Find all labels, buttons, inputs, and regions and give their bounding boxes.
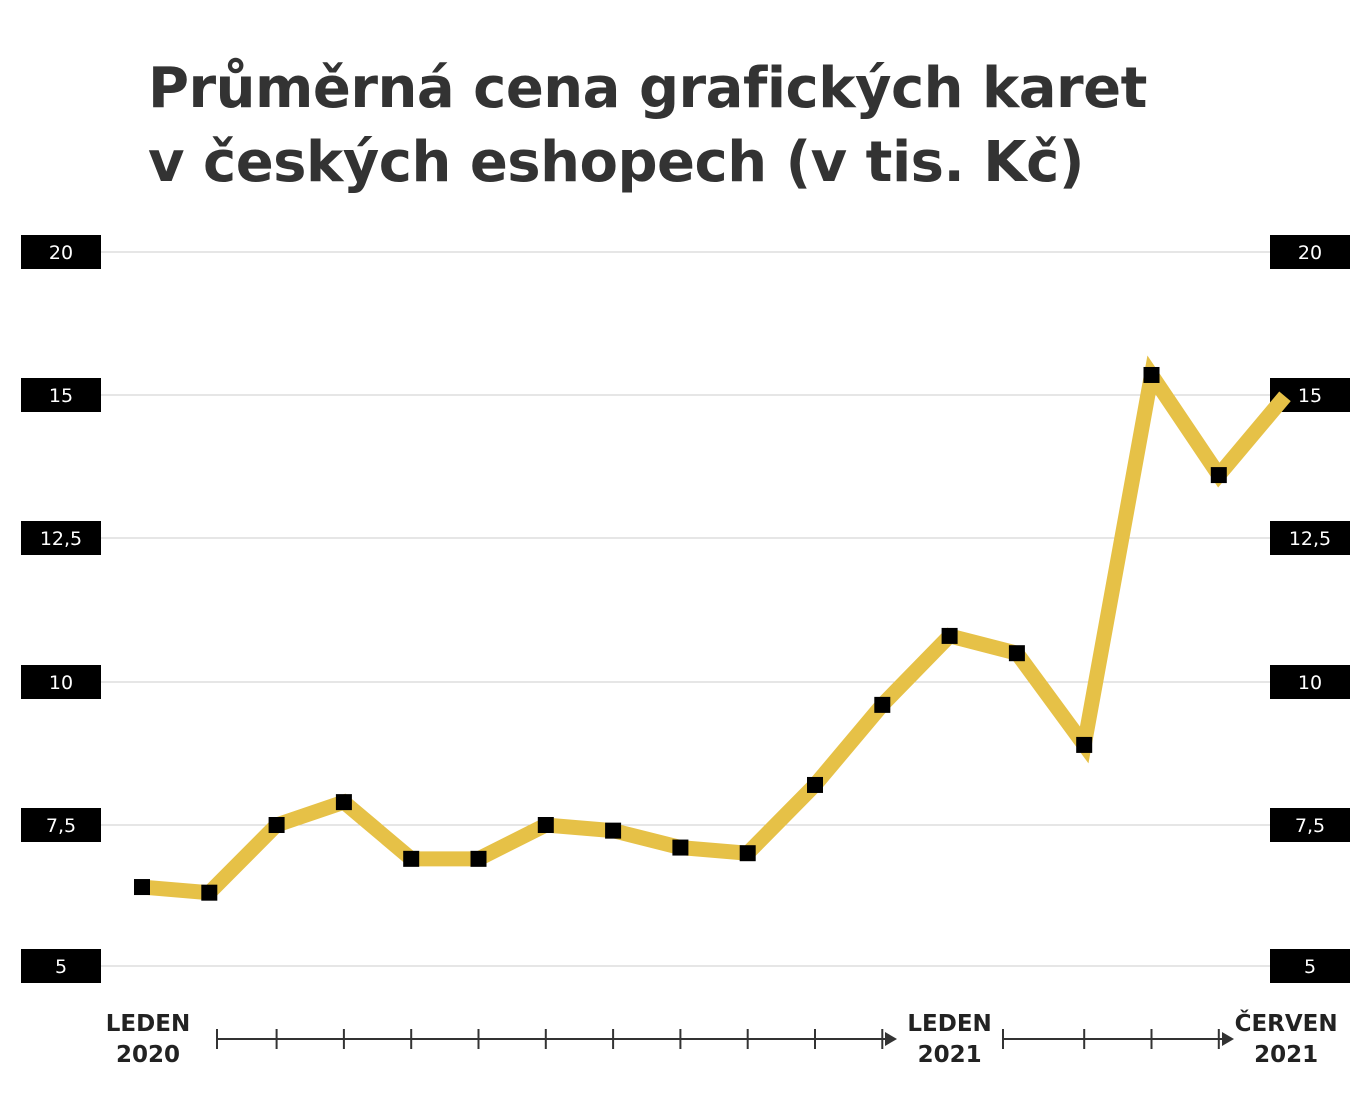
data-point xyxy=(470,850,487,867)
series-line xyxy=(141,355,1291,901)
series-line-path xyxy=(141,355,1291,901)
y-label-left-bg xyxy=(21,665,101,699)
data-point xyxy=(201,884,218,901)
data-point xyxy=(739,845,756,862)
x-axis-label: LEDEN xyxy=(907,1011,991,1037)
data-point xyxy=(941,627,958,644)
y-label-right: 10 xyxy=(1270,665,1350,699)
x-axis-label: LEDEN xyxy=(106,1011,190,1037)
y-label-left-text: 12,5 xyxy=(40,528,82,550)
data-point xyxy=(134,879,150,896)
y-label-right: 20 xyxy=(1270,235,1350,269)
y-label-right-text: 7,5 xyxy=(1295,815,1325,837)
y-label-left-text: 15 xyxy=(49,385,73,407)
data-point xyxy=(1143,366,1160,383)
data-point xyxy=(403,850,420,867)
data-point xyxy=(672,839,689,856)
y-label-left: 15 xyxy=(21,378,101,412)
x-axis-arrow xyxy=(1222,1032,1234,1046)
y-label-right-bg xyxy=(1270,665,1350,699)
data-point xyxy=(807,776,823,793)
y-label-left-bg xyxy=(21,808,101,842)
data-point xyxy=(268,817,285,833)
y-label-left: 12,5 xyxy=(21,521,101,555)
data-markers xyxy=(134,366,1227,901)
y-label-right-text: 15 xyxy=(1298,385,1322,407)
chart-title: Průměrná cena grafických karet v českých… xyxy=(148,52,1147,200)
grid-lines xyxy=(100,251,1270,967)
y-axis-labels: 5 5 7,5 7,5 10 10 12,5 12,5 15 15 20 20 xyxy=(21,235,1350,983)
y-label-left-bg xyxy=(21,378,101,412)
y-label-left-bg xyxy=(21,949,101,983)
y-label-right-text: 5 xyxy=(1304,956,1316,978)
chart-title-line-2: v českých eshopech (v tis. Kč) xyxy=(148,130,1084,195)
x-axis-label: 2021 xyxy=(918,1042,982,1068)
y-label-right-bg xyxy=(1270,521,1350,555)
y-label-right-text: 10 xyxy=(1298,672,1322,694)
data-point xyxy=(1210,467,1227,484)
y-label-left: 10 xyxy=(21,665,101,699)
data-point xyxy=(335,794,352,811)
y-label-left-text: 10 xyxy=(49,672,73,694)
data-point xyxy=(605,822,622,839)
y-label-left-text: 5 xyxy=(55,956,67,978)
y-label-left: 20 xyxy=(21,235,101,269)
y-label-right-text: 20 xyxy=(1298,242,1322,264)
x-axis: LEDEN 2020 LEDEN 2021 ČERVEN 2021 xyxy=(106,1009,1338,1068)
y-label-right: 7,5 xyxy=(1270,808,1350,842)
chart-title-line-1: Průměrná cena grafických karet xyxy=(148,56,1147,121)
data-point xyxy=(874,696,891,713)
x-axis-label: 2020 xyxy=(116,1042,180,1068)
y-label-right-bg xyxy=(1270,235,1350,269)
y-label-left: 7,5 xyxy=(21,808,101,842)
y-label-left-bg xyxy=(21,235,101,269)
y-label-left-text: 20 xyxy=(49,242,73,264)
y-label-right-bg xyxy=(1270,949,1350,983)
y-label-left: 5 xyxy=(21,949,101,983)
x-axis-arrow xyxy=(885,1032,897,1046)
y-label-right: 5 xyxy=(1270,949,1350,983)
data-point xyxy=(1076,736,1093,753)
y-label-right-text: 12,5 xyxy=(1289,528,1331,550)
y-label-right-bg xyxy=(1270,808,1350,842)
y-label-right: 12,5 xyxy=(1270,521,1350,555)
y-label-left-text: 7,5 xyxy=(46,815,76,837)
x-axis-label: 2021 xyxy=(1254,1042,1318,1068)
data-point xyxy=(1008,645,1025,662)
y-label-left-bg xyxy=(21,521,101,555)
x-axis-label: ČERVEN xyxy=(1235,1009,1338,1037)
data-point xyxy=(537,817,554,833)
